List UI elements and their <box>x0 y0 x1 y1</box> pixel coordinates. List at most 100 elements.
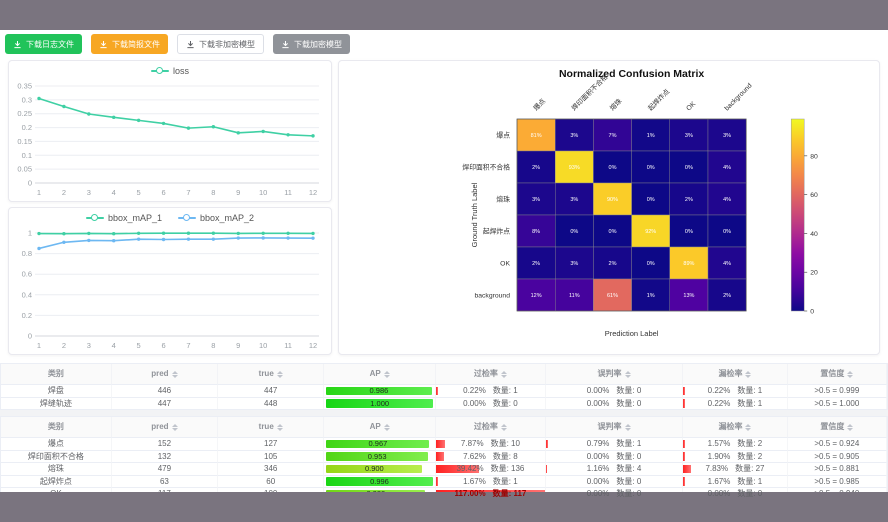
svg-text:1%: 1% <box>647 133 655 139</box>
table-row: 爆点 152 127 0.967 7.87% 数量: 10 0.79% 数量: 1 1.57% 数… <box>1 438 887 451</box>
cell-confidence: >0.5 = 1.000 <box>788 397 887 409</box>
download-toolbar: 下载日志文件 下载简报文件 下载非加密模型 下载加密模型 <box>5 34 350 54</box>
svg-text:起焊炸点: 起焊炸点 <box>483 227 510 236</box>
rate-bar <box>683 439 685 448</box>
legend-item-bbox-map-2[interactable]: bbox_mAP_2 <box>178 213 254 223</box>
download-report-file-button[interactable]: 下载简报文件 <box>91 34 168 54</box>
download-log-file-button[interactable]: 下载日志文件 <box>5 34 82 54</box>
download-icon <box>281 40 290 49</box>
column-header-label: AP <box>369 422 381 431</box>
ap-value-bar: 0.953 <box>326 452 428 461</box>
column-header-label: 漏检率 <box>718 422 743 431</box>
svg-text:2%: 2% <box>532 165 540 171</box>
column-header-label: pred <box>151 422 169 431</box>
cell-confidence: >0.5 = 0.999 <box>787 385 887 398</box>
column-header[interactable]: true <box>218 364 325 385</box>
cell-true-count: 346 <box>218 463 325 476</box>
column-header[interactable]: 误判率 <box>545 364 684 385</box>
table-row: 熔珠 479 346 0.900 39.42% 数量: 136 1.16% 数量: 4 7.83… <box>1 463 887 476</box>
legend-item-bbox-map-1[interactable]: bbox_mAP_1 <box>85 213 162 223</box>
sort-carets-icon[interactable] <box>500 370 507 378</box>
svg-text:1: 1 <box>37 341 41 350</box>
download-unencrypted-model-button[interactable]: 下载非加密模型 <box>177 34 264 54</box>
svg-text:1: 1 <box>37 188 41 197</box>
sort-carets-icon[interactable] <box>847 423 854 431</box>
legend-item-loss[interactable]: loss <box>150 66 189 76</box>
sort-carets-icon[interactable] <box>383 370 390 378</box>
column-header-label: 误判率 <box>597 422 622 431</box>
sort-carets-icon[interactable] <box>847 370 854 378</box>
svg-text:OK: OK <box>685 100 697 112</box>
column-header[interactable]: AP <box>324 417 436 438</box>
column-header[interactable]: pred <box>111 364 219 385</box>
cell-true-count: 105 <box>218 450 325 463</box>
svg-text:Ground Truth Label: Ground Truth Label <box>470 182 479 247</box>
sort-carets-icon[interactable] <box>383 423 390 431</box>
sort-carets-icon[interactable] <box>276 423 283 431</box>
column-header-label: AP <box>369 369 381 378</box>
column-header[interactable]: AP <box>324 364 436 385</box>
svg-text:93%: 93% <box>569 165 580 171</box>
ap-value-bar: 1.000 <box>326 399 433 408</box>
column-header[interactable]: 过检率 <box>436 364 546 385</box>
confusion-matrix-card: Normalized Confusion Matrix 81% 3% 7% 1% 3% 3%… <box>338 60 880 355</box>
sort-carets-icon[interactable] <box>171 423 178 431</box>
column-header[interactable]: pred <box>111 417 219 438</box>
button-label: 下载简报文件 <box>112 39 160 49</box>
confusion-matrix-heatmap: Normalized Confusion Matrix 81% 3% 7% 1% 3% 3%… <box>339 61 879 357</box>
rate-text: 0.00% 数量: 0 <box>586 451 642 461</box>
loss-line-chart: 0 0.05 0.1 0.15 0.2 0.25 0.3 0.35 1 2 3 4 5 6 7 8 9 10 11 1… <box>9 81 331 203</box>
sort-carets-icon[interactable] <box>276 370 283 378</box>
svg-text:0.2: 0.2 <box>22 311 32 320</box>
column-header[interactable]: 置信度 <box>787 364 887 385</box>
cell-over-detect-rate: 39.42% 数量: 136 <box>436 463 546 476</box>
column-header[interactable]: 过检率 <box>436 417 546 438</box>
column-header[interactable]: 置信度 <box>787 417 887 438</box>
rate-bar <box>545 464 548 473</box>
rate-text: 117.00% 数量: 117 <box>454 489 527 498</box>
svg-text:6: 6 <box>161 341 165 350</box>
rate-bar <box>683 464 692 473</box>
svg-text:10: 10 <box>259 188 267 197</box>
rate-bar <box>436 477 438 486</box>
cell-pred-count: 446 <box>111 385 219 398</box>
cell-misjudge-rate: 0.00% 数量: 0 <box>545 475 684 488</box>
sort-carets-icon[interactable] <box>624 423 631 431</box>
rate-text: 1.67% 数量: 1 <box>707 476 763 486</box>
rate-text: 0.22% 数量: 1 <box>463 386 518 395</box>
svg-text:0.8: 0.8 <box>22 249 32 258</box>
rate-bar <box>683 399 686 408</box>
column-header-label: 过检率 <box>473 422 498 431</box>
rate-text: 0.00% 数量: 0 <box>707 489 763 498</box>
sort-carets-icon[interactable] <box>171 370 178 378</box>
rate-text: 0.79% 数量: 1 <box>586 439 642 448</box>
column-header[interactable]: true <box>218 417 325 438</box>
download-encrypted-model-button[interactable]: 下载加密模型 <box>273 34 350 54</box>
ap-value-bar: 0.900 <box>326 464 423 473</box>
cell-misjudge-rate: 1.16% 数量: 4 <box>545 463 684 476</box>
segmentation-metrics-table: 类别 pred true AP 过检率 误判率 漏检率 置信度 焊盘 446 447 0.986 0.2… <box>0 363 888 410</box>
sort-carets-icon[interactable] <box>745 423 752 431</box>
sort-carets-icon[interactable] <box>745 370 752 378</box>
svg-text:80: 80 <box>810 153 818 160</box>
map-chart-card: bbox_mAP_1 bbox_mAP_2 0 0.2 0.4 0.6 0.8 1 1 2 3 4… <box>8 207 332 355</box>
column-header[interactable]: 漏检率 <box>683 364 788 385</box>
svg-text:0: 0 <box>810 309 814 316</box>
svg-text:8%: 8% <box>532 229 540 235</box>
svg-text:0.15: 0.15 <box>17 137 32 146</box>
svg-text:5: 5 <box>137 341 141 350</box>
cell-misjudge-rate: 0.00% 数量: 0 <box>545 385 684 398</box>
cell-pred-count: 447 <box>112 397 219 409</box>
svg-text:0%: 0% <box>647 165 655 171</box>
sort-carets-icon[interactable] <box>500 423 507 431</box>
svg-text:7: 7 <box>186 341 190 350</box>
svg-text:熔珠: 熔珠 <box>608 96 624 112</box>
sort-carets-icon[interactable] <box>624 370 631 378</box>
svg-text:background: background <box>474 293 510 300</box>
column-header[interactable]: 误判率 <box>545 417 684 438</box>
column-header[interactable]: 漏检率 <box>683 417 788 438</box>
svg-text:0.3: 0.3 <box>22 95 32 104</box>
rate-text: 1.57% 数量: 2 <box>707 439 763 448</box>
cell-miss-rate: 0.00% 数量: 0 <box>683 488 788 500</box>
svg-text:0%: 0% <box>570 229 578 235</box>
